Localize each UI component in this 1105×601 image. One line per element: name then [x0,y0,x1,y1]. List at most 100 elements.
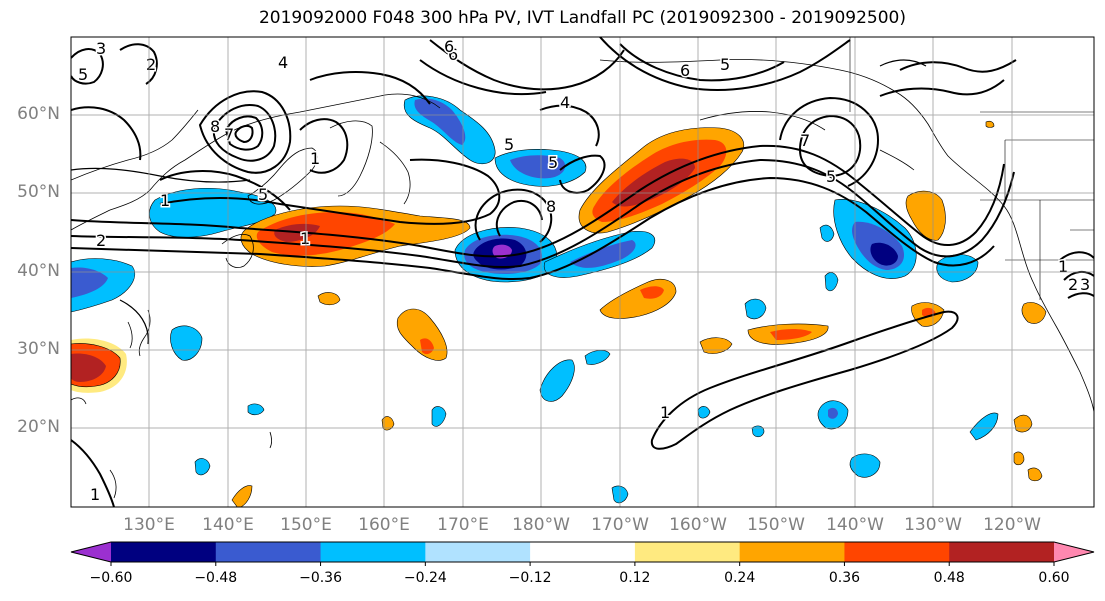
neg-blob-4 [744,298,767,320]
pv-label: 5 [504,135,514,154]
graticule [71,37,1094,507]
colorbar-tick-label: −0.24 [403,570,447,586]
lat-label-30n: 30°N [17,339,60,359]
neg-blob-14 [697,406,711,419]
lon-label-140e: 140°E [202,515,254,535]
neg-blob-7 [849,453,881,478]
colorbar-tick-label: −0.48 [194,570,238,586]
colorbar-tick-label: −0.36 [299,570,342,586]
lat-label-20n: 20°N [17,417,60,437]
neg-blob-8 [194,458,211,476]
lon-label-130e: 130°E [123,515,175,535]
pv-label: 8 [210,117,220,136]
pv-contour-labels: 3 5 2 4 6 7 8 1 1 5 2 5 6 4 5 8 6 5 7 5 … [77,37,1092,506]
colorbar-segment [215,542,322,562]
pv-contours [71,37,1094,507]
pos-anomaly-subtrop-8 [1013,414,1033,433]
map-title: 2019092000 F048 300 hPa PV, IVT Landfall… [258,8,906,28]
neg-anomaly-gulf-alaska-core [870,242,898,266]
pos-anomaly-south-china-core [71,353,106,382]
pv-label: 1 [310,149,320,168]
neg-blob-1 [170,325,203,361]
pv-label: 4 [560,93,570,112]
colorbar-tick-label: −0.60 [89,570,133,586]
colorbar-segment [320,542,426,562]
pv-label: 4 [278,53,288,72]
pos-anomaly-subtrop-7 [381,416,395,431]
pos-anomaly-subtrop-1 [396,308,448,361]
pos-anomaly-subtrop-5 [1021,302,1047,324]
colorbar-tick-label: 0.12 [619,570,651,586]
neg-blob-12 [824,272,839,292]
lon-label-180w: 180°W [512,515,570,535]
lon-label-120w: 120°W [983,515,1041,535]
neg-blob-9 [431,406,447,427]
pv-label: 1 [300,229,310,248]
pv-label: 6 [680,61,690,80]
pv-label: 5 [720,55,730,74]
pv-label: 7 [224,125,234,144]
pv-contours-thin [71,59,927,345]
lon-label-150e: 150°E [280,515,332,535]
colorbar-tick-label: 0.48 [933,570,965,586]
colorbar-tick-label: 0.24 [724,570,756,586]
map-frame-border [70,36,1095,508]
pos-anomaly-subtrop-11 [231,485,253,507]
neg-blob-2 [539,359,575,402]
colorbar-extend-high [1054,542,1094,562]
lon-label-130w: 130°W [904,515,962,535]
pos-anomaly-subtrop-2-core [770,329,812,340]
pv-label: 1 [160,191,170,210]
neg-blob-6 [969,412,999,441]
colorbar-extend-low [71,542,111,562]
colorbar-tick-label: −0.12 [508,570,552,586]
neg-blob-10 [247,403,265,416]
pv-label: 3 [96,39,106,58]
neg-blob-5-core [828,407,838,419]
lon-label-140w: 140°W [826,515,884,535]
pv-label: 6 [444,37,454,56]
pv-label: 2 [1068,275,1078,294]
colorbar-segment [844,542,950,562]
pv-label: 1 [90,485,100,504]
pos-anomaly-subtrop-9 [1013,451,1025,466]
pos-anomaly-subtrop-6 [317,292,341,306]
pv-label: 2 [146,55,156,74]
colorbar-tick-label: 0.60 [1038,570,1070,586]
lon-label-150w: 150°W [747,515,805,535]
pv-label: 5 [548,153,558,172]
pv-label: 1 [660,403,670,422]
pv-label: 2 [96,231,106,250]
lat-label-50n: 50°N [17,182,60,202]
lat-label-40n: 40°N [17,261,60,281]
colorbar-segment [111,542,217,562]
pv-label: 1 [1058,257,1068,276]
neg-anomaly-china-core [71,267,108,298]
neg-blob-3 [584,350,611,365]
coastlines [71,59,1094,499]
colorbar-segment [739,542,845,562]
pv-label: 3 [1080,275,1090,294]
pos-anomaly-subtrop-12 [985,120,995,128]
neg-anomaly-okhotsk-core [414,98,466,145]
colorbar-tick-label: 0.36 [828,570,861,586]
pv-label: 7 [800,131,810,150]
pv-label: 5 [826,167,836,186]
pos-anomaly-mid-pacific-core [640,286,664,299]
political-borders [849,37,1094,300]
colorbar-segment [634,542,741,562]
lon-label-160e: 160°E [358,515,410,535]
lon-label-170e: 170°E [437,515,489,535]
neg-anomaly-bering-core [510,155,566,179]
lat-label-60n: 60°N [17,104,60,124]
pv-label: 6 [448,45,458,64]
neg-anomaly-tail-core [570,240,636,268]
lon-label-160w: 160°W [669,515,727,535]
pos-anomaly-subtrop-10 [1027,467,1043,482]
pv-label: 5 [78,65,88,84]
colorbar-segment [949,542,1055,562]
pv-label: 5 [258,185,268,204]
colorbar-segment [425,542,531,562]
lon-label-170w: 170°W [591,515,649,535]
